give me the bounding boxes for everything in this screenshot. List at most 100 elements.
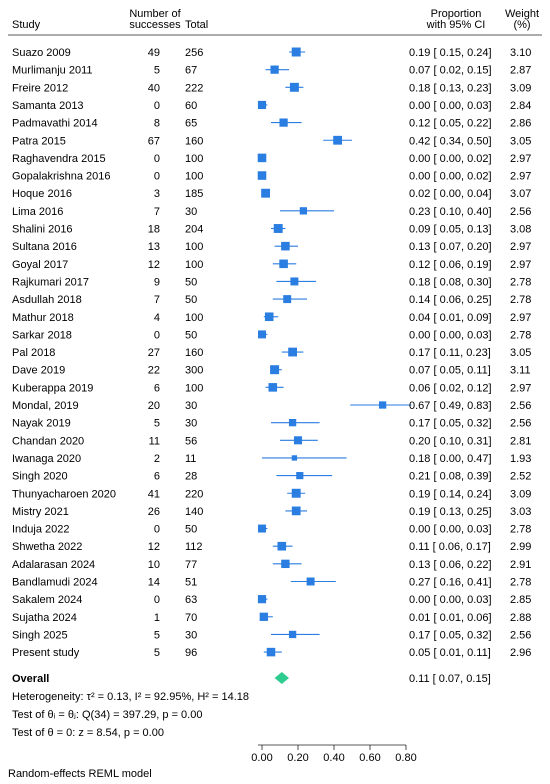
point-estimate-marker xyxy=(288,630,297,639)
study-total: 77 xyxy=(185,559,197,571)
point-estimate-marker xyxy=(290,277,299,286)
study-row: Mondal, 2019 20 30 0.67 [ 0.49, 0.83] 2.56 xyxy=(12,400,531,412)
study-weight: 3.05 xyxy=(510,347,531,359)
study-weight: 2.97 xyxy=(510,241,531,253)
study-row: Shalini 2016 18 204 0.09 [ 0.05, 0.13] 3.08 xyxy=(12,224,531,236)
study-weight: 3.08 xyxy=(510,224,531,236)
study-row: Sakalem 2024 0 63 0.00 [ 0.00, 0.03] 2.85 xyxy=(12,594,531,606)
point-estimate-marker xyxy=(258,524,266,533)
study-name: Thunyacharoen 2020 xyxy=(12,488,116,500)
study-row: Lima 2016 7 30 0.23 [ 0.10, 0.40] 2.56 xyxy=(12,206,531,218)
study-successes: 10 xyxy=(148,559,160,571)
study-successes: 8 xyxy=(154,118,160,130)
study-row: Thunyacharoen 2020 41 220 0.19 [ 0.14, 0.24… xyxy=(12,488,531,500)
study-total: 100 xyxy=(185,259,203,271)
study-successes: 0 xyxy=(154,100,160,112)
study-total: 51 xyxy=(185,577,197,589)
study-name: Mondal, 2019 xyxy=(12,400,79,412)
study-ci-text: 0.00 [ 0.00, 0.03] xyxy=(409,524,492,536)
study-ci-text: 0.19 [ 0.13, 0.25] xyxy=(409,506,492,518)
study-name: Dave 2019 xyxy=(12,365,65,377)
header-successes-line1: Number of xyxy=(129,8,181,20)
study-ci-text: 0.00 [ 0.00, 0.03] xyxy=(409,100,492,112)
study-successes: 13 xyxy=(148,241,160,253)
study-weight: 3.10 xyxy=(510,47,531,59)
study-ci-text: 0.21 [ 0.08, 0.39] xyxy=(409,471,492,483)
study-total: 100 xyxy=(185,171,203,183)
study-total: 112 xyxy=(185,541,203,553)
point-estimate-marker xyxy=(333,135,343,145)
point-estimate-marker xyxy=(296,472,304,480)
study-row: Chandan 2020 11 56 0.20 [ 0.10, 0.31] 2.81 xyxy=(12,435,531,447)
point-estimate-marker xyxy=(264,312,274,322)
study-weight: 2.78 xyxy=(510,577,531,589)
point-estimate-marker xyxy=(281,241,290,251)
header-weight-line1: Weight xyxy=(505,8,539,20)
study-ci-text: 0.17 [ 0.05, 0.32] xyxy=(409,629,492,641)
study-successes: 18 xyxy=(148,224,160,236)
study-ci-text: 0.01 [ 0.01, 0.06] xyxy=(409,612,492,624)
study-weight: 2.78 xyxy=(510,276,531,288)
study-total: 30 xyxy=(185,400,197,412)
study-name: Sultana 2016 xyxy=(12,241,77,253)
study-name: Rajkumari 2017 xyxy=(12,276,89,288)
study-row: Shwetha 2022 12 112 0.11 [ 0.06, 0.17] 2.99 xyxy=(12,541,531,553)
study-row: Dave 2019 22 300 0.07 [ 0.05, 0.11] 3.11 xyxy=(12,365,531,377)
x-tick-label: 0.40 xyxy=(323,752,344,764)
x-tick-label: 0.60 xyxy=(359,752,380,764)
study-total: 185 xyxy=(185,188,203,200)
study-ci-text: 0.13 [ 0.06, 0.22] xyxy=(409,559,492,571)
study-ci-text: 0.18 [ 0.00, 0.47] xyxy=(409,453,492,465)
study-weight: 2.97 xyxy=(510,171,531,183)
study-total: 160 xyxy=(185,135,203,147)
homogeneity-test-text: Test of θᵢ = θⱼ: Q(34) = 397.29, p = 0.0… xyxy=(12,709,202,721)
study-successes: 0 xyxy=(154,329,160,341)
study-total: 30 xyxy=(185,418,197,430)
study-total: 50 xyxy=(185,276,197,288)
study-name: Sujatha 2024 xyxy=(12,612,77,624)
study-name: Chandan 2020 xyxy=(12,435,84,447)
study-successes: 0 xyxy=(154,594,160,606)
study-name: Gopalakrishna 2016 xyxy=(12,171,110,183)
study-weight: 2.97 xyxy=(510,382,531,394)
study-row: Rajkumari 2017 9 50 0.18 [ 0.08, 0.30] 2.78 xyxy=(12,276,531,288)
study-ci-text: 0.09 [ 0.05, 0.13] xyxy=(409,224,492,236)
stats-block: Heterogeneity: τ² = 0.13, I² = 92.95%, H… xyxy=(12,691,249,739)
study-successes: 26 xyxy=(148,506,160,518)
study-row: Freire 2012 40 222 0.18 [ 0.13, 0.23] 3.09 xyxy=(12,82,531,94)
study-name: Bandlamudi 2024 xyxy=(12,577,98,589)
study-successes: 0 xyxy=(154,153,160,165)
study-successes: 7 xyxy=(154,294,160,306)
study-weight: 2.97 xyxy=(510,153,531,165)
study-row: Singh 2025 5 30 0.17 [ 0.05, 0.32] 2.56 xyxy=(12,629,531,641)
study-total: 222 xyxy=(185,82,203,94)
point-estimate-marker xyxy=(288,347,298,357)
study-ci-text: 0.06 [ 0.02, 0.12] xyxy=(409,382,492,394)
header-successes-line2: successes xyxy=(129,19,181,31)
point-estimate-marker xyxy=(270,365,280,375)
study-name: Kuberappa 2019 xyxy=(12,382,93,394)
study-name: Sarkar 2018 xyxy=(12,329,72,341)
study-successes: 11 xyxy=(149,435,160,447)
study-successes: 7 xyxy=(154,206,160,218)
x-tick-label: 0.20 xyxy=(287,752,308,764)
study-ci-text: 0.05 [ 0.01, 0.11] xyxy=(409,647,491,659)
header-total: Total xyxy=(185,19,208,31)
study-row: Mistry 2021 26 140 0.19 [ 0.13, 0.25] 3.03 xyxy=(12,506,531,518)
study-ci-text: 0.00 [ 0.00, 0.03] xyxy=(409,594,492,606)
study-row: Hoque 2016 3 185 0.02 [ 0.00, 0.04] 3.07 xyxy=(12,188,531,200)
study-total: 30 xyxy=(185,629,197,641)
study-ci-text: 0.17 [ 0.05, 0.32] xyxy=(409,418,492,430)
study-weight: 3.09 xyxy=(510,488,531,500)
study-row: Adalarasan 2024 10 77 0.13 [ 0.06, 0.22] 2.9… xyxy=(12,559,531,571)
point-estimate-marker xyxy=(289,82,299,92)
study-successes: 9 xyxy=(154,276,160,288)
study-name: Mathur 2018 xyxy=(12,312,74,324)
point-estimate-marker xyxy=(291,455,298,461)
study-ci-text: 0.19 [ 0.14, 0.24] xyxy=(409,488,492,500)
point-estimate-marker xyxy=(291,488,301,498)
study-total: 204 xyxy=(185,224,203,236)
study-successes: 20 xyxy=(148,400,160,412)
point-estimate-marker xyxy=(259,612,268,621)
overall-ci-text: 0.11 [ 0.07, 0.15] xyxy=(409,673,491,685)
